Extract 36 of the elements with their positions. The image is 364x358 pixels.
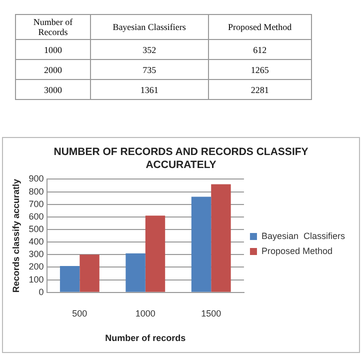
text: Proposed Method bbox=[208, 14, 312, 40]
y-tick-label: 100 bbox=[28, 274, 44, 284]
y-tick-label: 200 bbox=[28, 262, 44, 272]
y-tick-label: 300 bbox=[28, 249, 44, 260]
text: Bayesian Classifiers bbox=[90, 14, 208, 40]
bar bbox=[60, 266, 80, 292]
data-label: 352 bbox=[90, 40, 208, 60]
x-tick-label: 1500 bbox=[201, 308, 222, 318]
y-tick-label: 500 bbox=[28, 224, 44, 234]
x-tick-label: 500 bbox=[72, 308, 88, 318]
bar bbox=[211, 184, 231, 292]
x-axis-title: Number of records bbox=[105, 333, 186, 344]
chart-title: NUMBER OF RECORDS AND RECORDS CLASSIFY ACCURATELY bbox=[54, 146, 308, 171]
bar bbox=[145, 216, 166, 292]
data-label: 2281 bbox=[208, 80, 312, 100]
y-tick-label: 400 bbox=[28, 236, 44, 247]
text: Number of Records bbox=[16, 14, 90, 40]
bar bbox=[191, 196, 212, 292]
data-label: 1361 bbox=[90, 80, 208, 100]
legend-label: Proposed Method bbox=[261, 246, 333, 256]
bar bbox=[126, 253, 146, 292]
category-label: 3000 bbox=[16, 80, 90, 100]
y-tick-label: 700 bbox=[28, 198, 44, 209]
category-label: 1000 bbox=[16, 40, 90, 60]
y-tick-label: 800 bbox=[28, 186, 44, 196]
y-tick-label: 600 bbox=[28, 211, 44, 222]
data-label: 735 bbox=[90, 60, 208, 80]
bar bbox=[80, 254, 100, 292]
legend-label: Bayesian Classifiers bbox=[261, 230, 346, 241]
category-label: 2000 bbox=[16, 60, 90, 80]
x-tick-label: 1000 bbox=[135, 308, 156, 318]
y-tick-label: 0 bbox=[38, 286, 44, 297]
y-axis-title: Records classify accuratly bbox=[10, 179, 21, 293]
y-tick-label: 900 bbox=[28, 174, 44, 184]
data-label: 1265 bbox=[208, 60, 312, 80]
data-label: 612 bbox=[208, 40, 312, 60]
